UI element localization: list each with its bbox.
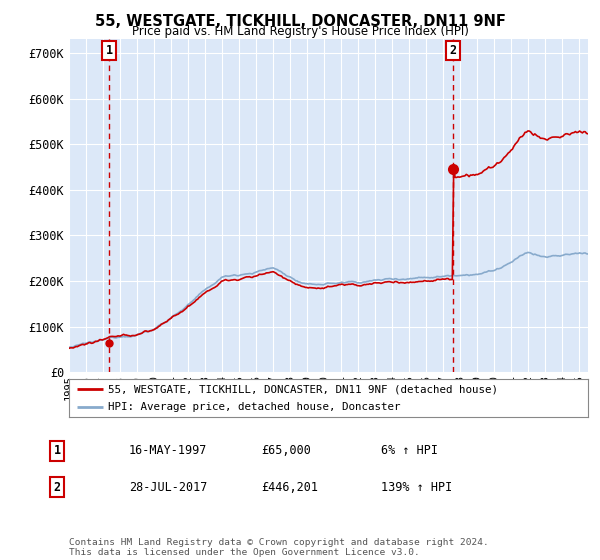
Text: 16-MAY-1997: 16-MAY-1997 <box>129 444 208 458</box>
Text: 28-JUL-2017: 28-JUL-2017 <box>129 480 208 494</box>
Text: £446,201: £446,201 <box>261 480 318 494</box>
Text: £65,000: £65,000 <box>261 444 311 458</box>
Text: 2: 2 <box>53 480 61 494</box>
Text: 2: 2 <box>449 44 457 57</box>
Text: 55, WESTGATE, TICKHILL, DONCASTER, DN11 9NF (detached house): 55, WESTGATE, TICKHILL, DONCASTER, DN11 … <box>108 384 498 394</box>
Text: Price paid vs. HM Land Registry's House Price Index (HPI): Price paid vs. HM Land Registry's House … <box>131 25 469 38</box>
Text: HPI: Average price, detached house, Doncaster: HPI: Average price, detached house, Donc… <box>108 402 400 412</box>
Text: 139% ↑ HPI: 139% ↑ HPI <box>381 480 452 494</box>
Text: Contains HM Land Registry data © Crown copyright and database right 2024.
This d: Contains HM Land Registry data © Crown c… <box>69 538 489 557</box>
Text: 1: 1 <box>53 444 61 458</box>
Text: 6% ↑ HPI: 6% ↑ HPI <box>381 444 438 458</box>
Text: 55, WESTGATE, TICKHILL, DONCASTER, DN11 9NF: 55, WESTGATE, TICKHILL, DONCASTER, DN11 … <box>95 14 505 29</box>
Text: 1: 1 <box>106 44 113 57</box>
